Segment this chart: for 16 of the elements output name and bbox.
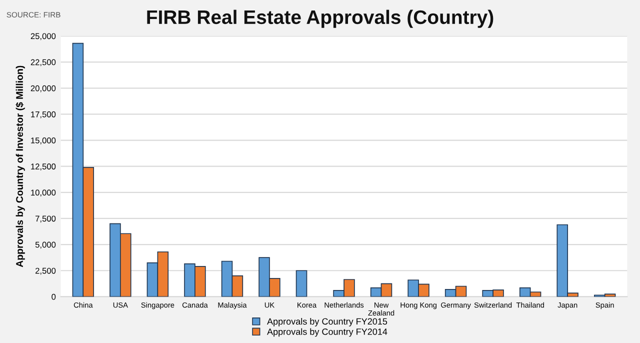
y-tick-label: 12,500: [31, 164, 56, 170]
y-tick-label: 25,000: [30, 33, 56, 40]
y-tick-label: 5,000: [35, 242, 56, 249]
chart-title: FIRB Real Estate Approvals (Country): [147, 10, 494, 28]
y-tick-label: 2,500: [36, 268, 56, 275]
legend-label: Approvals by Country FY2015: [267, 318, 388, 326]
y-tick-label: 0: [52, 294, 56, 300]
y-tick-label: 20,000: [30, 85, 56, 92]
legend-label: Approvals by Country FY2014: [267, 328, 388, 337]
y-tick-label: 17,500: [31, 111, 56, 118]
bar: [296, 270, 308, 297]
y-tick-label: 22,500: [30, 59, 56, 66]
y-axis-title: Approvals by Country of Investor ($ Million): [16, 66, 25, 268]
y-tick-label: 7,500: [36, 216, 56, 223]
y-tick-label: 10,000: [31, 190, 56, 197]
y-tick-label: 15,000: [31, 137, 56, 144]
